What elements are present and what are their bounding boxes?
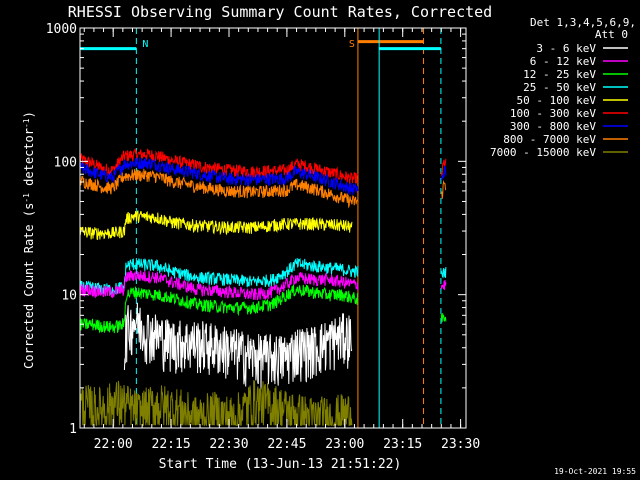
series-line-1-0	[80, 157, 359, 195]
series-7	[123, 302, 353, 390]
legend-item-label: 25 - 50 keV	[523, 81, 596, 94]
x-axis-label: Start Time (13-Jun-13 21:51:22)	[159, 457, 402, 472]
y-tick-label: 1	[69, 422, 77, 437]
legend-item-label: 50 - 100 keV	[517, 94, 597, 107]
series-1	[80, 157, 447, 195]
legend-item-label: 100 - 300 keV	[510, 107, 596, 120]
series-line-6-0	[80, 284, 359, 334]
legend-header-detectors: Det 1,3,4,5,6,9,	[530, 16, 636, 29]
series-line-2-1	[440, 179, 447, 199]
series-line-5-0	[80, 270, 359, 301]
generated-timestamp: 19-Oct-2021 19:55	[554, 467, 636, 476]
series-line-4-1	[440, 266, 447, 279]
series-line-2-0	[80, 168, 359, 209]
series-line-0-1	[440, 158, 447, 176]
legend-item-label: 7000 - 15000 keV	[490, 146, 596, 159]
series-6	[80, 284, 447, 334]
x-tick-label: 22:15	[152, 437, 191, 452]
series-line-7-0	[123, 302, 353, 390]
interval-label-night: N	[142, 39, 148, 50]
x-tick-label: 22:00	[94, 437, 133, 452]
interval-night-0	[80, 28, 137, 428]
x-tick-label: 23:15	[383, 437, 422, 452]
series-5	[80, 270, 447, 301]
x-tick-label: 22:45	[267, 437, 306, 452]
series-line-6-1	[440, 313, 447, 324]
y-tick-label: 100	[54, 155, 77, 170]
interval-label-saa: S	[349, 39, 355, 50]
series-2	[80, 168, 447, 209]
interval-night-2	[378, 28, 442, 428]
x-tick-label: 22:30	[209, 437, 248, 452]
y-tick-label: 1000	[46, 22, 77, 37]
chart-title: RHESSI Observing Summary Count Rates, Co…	[68, 3, 492, 21]
series-0	[80, 148, 447, 186]
x-tick-label: 23:00	[325, 437, 364, 452]
series-line-0-0	[80, 148, 359, 186]
legend-item-label: 6 - 12 keV	[530, 55, 597, 68]
legend-item-label: 300 - 800 keV	[510, 120, 596, 133]
legend-item-label: 3 - 6 keV	[536, 42, 596, 55]
plot-frame	[79, 27, 467, 429]
series-4	[80, 257, 447, 296]
series-line-5-1	[440, 280, 447, 290]
series-line-4-0	[80, 257, 359, 296]
axes: 1 10 100 1000 22:00 22:15 22:30 22:45 23:00 23:15…	[46, 22, 480, 452]
legend-header-attenuator: Att 0	[595, 28, 628, 41]
series-3	[80, 210, 353, 241]
plot-area	[80, 28, 447, 428]
x-tick-label: 23:30	[441, 437, 480, 452]
legend-item-label: 800 - 7000 keV	[503, 133, 596, 146]
legend-item-label: 12 - 25 keV	[523, 68, 596, 81]
y-tick-label: 10	[61, 289, 77, 304]
series-line-3-0	[80, 210, 353, 241]
series-line-1-1	[440, 165, 447, 181]
interval-saa-1	[357, 28, 425, 428]
y-axis-label: Corrected Count Rate (s-1 detector-1)	[22, 111, 37, 369]
